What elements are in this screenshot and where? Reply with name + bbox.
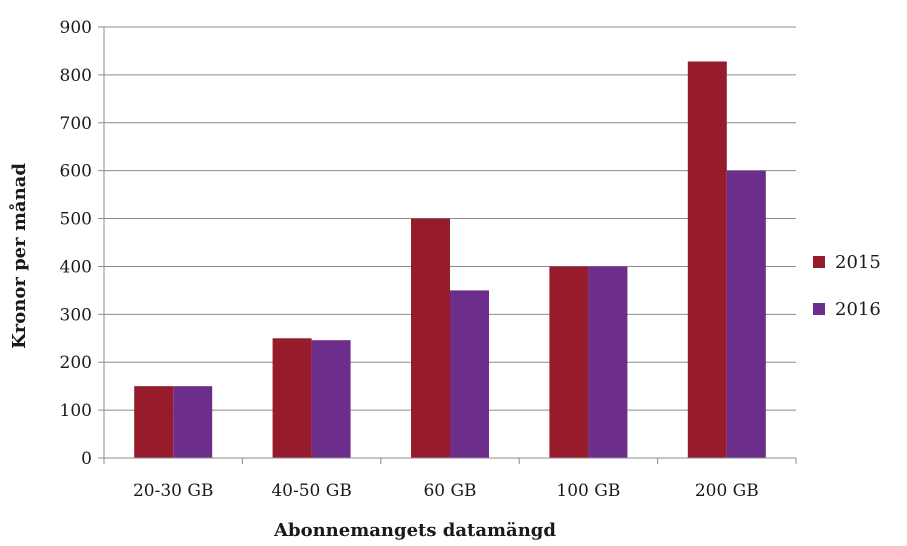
bar-2016-2	[311, 340, 351, 458]
legend: 2015 2016	[813, 252, 881, 320]
x-tick-label: 200 GB	[695, 481, 759, 501]
bar-2016-5	[726, 170, 766, 458]
y-tick-label: 600	[60, 162, 92, 182]
x-axis-title: Abonnemangets datamängd	[273, 520, 556, 541]
bar-2015-3	[411, 218, 450, 458]
y-axis-title: Kronor per månad	[7, 163, 30, 349]
y-tick-label: 500	[60, 210, 92, 230]
y-tick-label: 100	[60, 401, 92, 421]
y-tick-label: 200	[60, 353, 92, 373]
x-tick-label: 100 GB	[556, 481, 620, 501]
y-tick-label: 400	[60, 257, 92, 277]
x-tick-label: 60 GB	[423, 481, 476, 501]
axes	[98, 26, 797, 464]
bar-2016-1	[173, 386, 213, 458]
y-tick-label: 700	[60, 114, 92, 134]
x-tick-labels: 20-30 GB 40-50 GB 60 GB 100 GB 200 GB	[133, 481, 759, 501]
x-tick-label: 40-50 GB	[271, 481, 351, 501]
bar-2016-4	[588, 266, 628, 458]
bars	[134, 61, 766, 458]
y-tick-label: 0	[81, 449, 92, 469]
legend-label-2016: 2016	[835, 299, 881, 320]
bar-2015-2	[272, 338, 312, 458]
bar-2015-1	[134, 386, 174, 458]
legend-swatch-2015	[813, 256, 825, 268]
y-tick-label: 900	[60, 18, 92, 38]
bar-2015-5	[687, 61, 727, 458]
y-tick-label: 800	[60, 66, 92, 86]
legend-swatch-2016	[813, 303, 825, 315]
y-tick-labels: 0 100 200 300 400 500 600 700 800 900	[60, 18, 92, 469]
y-tick-label: 300	[60, 305, 92, 325]
legend-label-2015: 2015	[835, 252, 881, 273]
bar-2015-4	[549, 266, 589, 458]
bar-2016-3	[450, 290, 489, 458]
x-tick-label: 20-30 GB	[133, 481, 213, 501]
